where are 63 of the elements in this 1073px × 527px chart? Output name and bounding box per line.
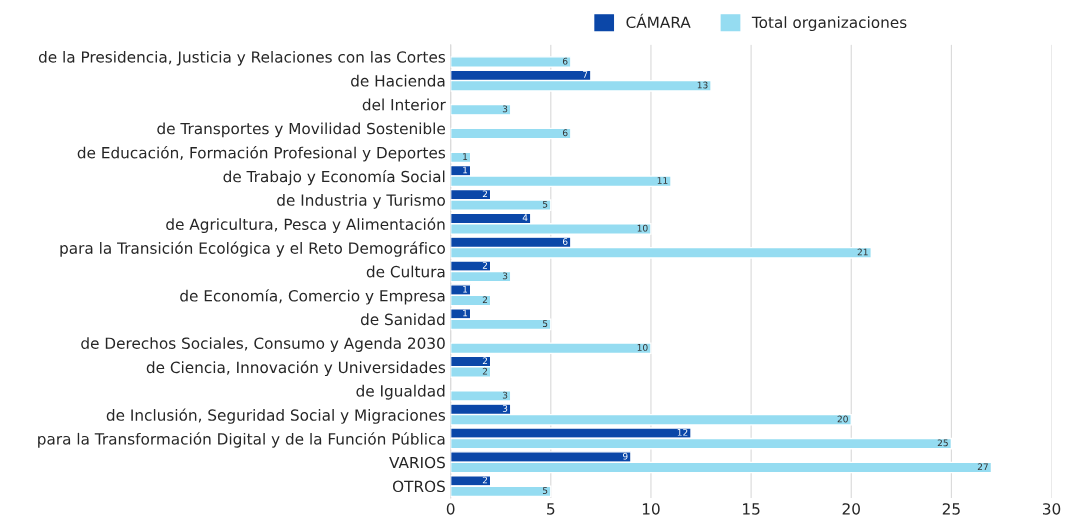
y-tick-label: de Educación, Formación Profesional y Deportes — [77, 146, 446, 162]
y-tick-label: de Industria y Turismo — [277, 194, 445, 209]
data-label: 4 — [522, 214, 528, 221]
data-label: 5 — [542, 201, 548, 208]
x-tick-label: 25 — [942, 503, 960, 515]
y-tick-label: para la Transformación Digital y de la Función Pública — [38, 432, 445, 448]
data-label: 9 — [622, 452, 628, 460]
data-label: 5 — [542, 320, 548, 327]
data-label: 12 — [677, 428, 688, 436]
data-label: 6 — [562, 238, 568, 245]
data-label: 6 — [562, 57, 568, 65]
x-tick-label: 20 — [842, 503, 860, 515]
y-tick-label: de Economía, Comercio y Empresa — [180, 289, 445, 305]
y-tick-label: de Agricultura, Pesca y Alimentación — [166, 217, 445, 233]
y-tick-label: para la Transición Ecológica y el Reto Demográfico — [60, 241, 445, 257]
data-label: 1 — [463, 285, 468, 293]
y-tick-label: de Trabajo y Economía Social — [223, 169, 445, 186]
y-tick-label: de Hacienda — [351, 74, 445, 87]
bar — [450, 103, 512, 116]
bar — [450, 127, 572, 140]
data-label: 3 — [502, 105, 508, 113]
x-tick-label: 30 — [1042, 503, 1061, 515]
y-tick-label: de Derechos Sociales, Consumo y Agenda 2030 — [81, 337, 445, 352]
legend-label: CÁMARA — [626, 13, 691, 29]
y-tick-label: de Cultura — [366, 265, 445, 278]
data-label: 10 — [637, 344, 648, 351]
y-tick-label: de la Presidencia, Justicia y Relaciones con las Cortes — [38, 50, 446, 66]
data-label: 2 — [482, 296, 488, 303]
data-label: 6 — [562, 129, 568, 137]
data-label: 3 — [502, 391, 508, 399]
y-tick-label: de Igualdad — [356, 384, 445, 400]
data-label: 2 — [482, 261, 488, 269]
y-tick-label: VARIOS — [389, 456, 445, 469]
x-tick-label: 5 — [547, 503, 555, 515]
bar — [450, 342, 652, 355]
data-label: 25 — [937, 439, 948, 447]
data-label: 3 — [502, 405, 508, 412]
data-label: 27 — [977, 463, 988, 470]
x-tick-label: 10 — [642, 503, 660, 515]
x-tick-label: 15 — [743, 503, 760, 515]
data-label: 20 — [837, 415, 848, 423]
data-label: 10 — [637, 224, 648, 232]
y-tick-label: de Inclusión, Seguridad Social y Migraciones — [106, 408, 446, 424]
data-label: 5 — [542, 487, 548, 494]
y-tick-label: de Sanidad — [360, 313, 445, 326]
data-label: 1 — [463, 309, 468, 317]
data-label: 21 — [857, 248, 868, 256]
data-label: 13 — [697, 81, 708, 89]
data-label: 7 — [583, 71, 588, 78]
data-label: 3 — [502, 272, 508, 280]
data-label: 2 — [482, 357, 488, 365]
y-tick-label: OTROS — [392, 480, 445, 493]
x-tick-label: 0 — [446, 503, 455, 515]
data-label: 11 — [657, 177, 668, 184]
data-label: 1 — [463, 166, 468, 174]
data-label: 2 — [482, 476, 488, 484]
data-label: 2 — [482, 367, 488, 375]
data-label: 1 — [463, 153, 468, 160]
y-tick-label: de Transportes y Movilidad Sostenible — [157, 122, 445, 138]
legend-label: Total organizaciones — [751, 16, 907, 32]
y-tick-label: del Interior — [362, 98, 446, 111]
y-tick-label: de Ciencia, Innovación y Universidades — [146, 360, 446, 377]
data-label: 2 — [482, 190, 488, 198]
